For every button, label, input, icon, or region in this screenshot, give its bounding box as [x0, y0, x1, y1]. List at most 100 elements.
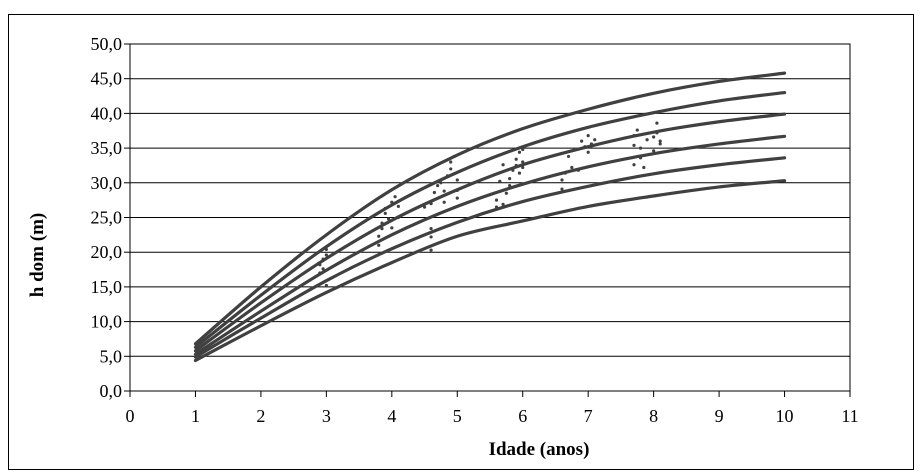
x-tick-label: 9: [715, 406, 724, 426]
site-index-curve-5: [193, 156, 787, 359]
observation-point: [393, 195, 397, 199]
observation-point: [638, 146, 643, 150]
y-tick-label: 45,0: [91, 69, 123, 89]
observation-point: [593, 138, 597, 142]
observation-point: [494, 198, 499, 202]
observation-point: [563, 171, 567, 175]
observation-point: [645, 138, 649, 142]
observation-point: [429, 227, 433, 231]
x-tick-label: 8: [649, 406, 658, 426]
observation-point: [494, 205, 499, 209]
observation-point: [511, 168, 515, 172]
y-axis-title: h dom (m): [27, 213, 48, 297]
y-tick-label: 30,0: [91, 173, 123, 193]
observation-point: [321, 257, 325, 261]
observation-point: [658, 139, 662, 143]
y-tick-label: 10,0: [91, 312, 123, 332]
observation-point: [429, 248, 433, 252]
x-tick-label: 3: [322, 406, 331, 426]
observation-point: [652, 135, 656, 139]
observation-point: [390, 200, 394, 204]
x-tick-label: 10: [776, 406, 794, 426]
observation-point: [449, 167, 453, 171]
observation-point: [501, 163, 505, 167]
observation-point: [638, 156, 643, 160]
observation-point: [566, 154, 571, 159]
observation-point: [508, 177, 512, 181]
observation-point: [589, 142, 594, 146]
observation-point: [560, 187, 564, 191]
observation-point: [570, 165, 574, 170]
y-tick-label: 35,0: [91, 138, 123, 158]
observation-point: [655, 131, 659, 135]
observation-point: [642, 165, 646, 170]
observation-point: [504, 191, 508, 195]
observed-points: [318, 121, 662, 288]
observation-point: [521, 160, 525, 164]
observation-point: [429, 235, 433, 239]
observation-point: [396, 215, 400, 220]
x-tick-label: 6: [518, 406, 527, 426]
observation-point: [324, 247, 328, 252]
y-tick-label: 50,0: [91, 34, 123, 54]
observation-point: [658, 142, 662, 146]
y-tick-label: 20,0: [91, 242, 123, 262]
site-index-curves: [193, 71, 787, 363]
observation-point: [455, 188, 459, 193]
x-tick-label: 0: [126, 406, 135, 426]
observation-point: [586, 150, 590, 154]
observation-point: [321, 267, 325, 271]
observation-point: [422, 205, 427, 209]
observation-point: [583, 145, 587, 149]
site-index-curve-6: [193, 179, 787, 363]
x-tick-label: 2: [256, 406, 265, 426]
observation-point: [436, 183, 440, 188]
y-tick-label: 15,0: [91, 277, 123, 297]
y-tick-label: 5,0: [100, 346, 123, 366]
observation-point: [390, 226, 394, 230]
observation-point: [514, 157, 518, 161]
site-index-curve-2: [193, 90, 787, 349]
x-tick-label: 11: [841, 406, 858, 426]
observation-point: [508, 183, 512, 188]
observation-point: [655, 121, 659, 125]
observation-point: [377, 234, 381, 238]
site-index-curve-3: [193, 112, 787, 353]
observation-point: [439, 181, 443, 185]
x-tick-label: 4: [387, 406, 396, 426]
observation-point: [514, 163, 518, 168]
observation-point: [521, 165, 525, 170]
observation-point: [449, 160, 453, 164]
observation-point: [632, 143, 636, 147]
observation-point: [429, 202, 433, 206]
observation-point: [386, 217, 391, 221]
observation-point: [652, 149, 656, 153]
y-tick-label: 25,0: [91, 208, 123, 228]
observation-point: [635, 128, 639, 132]
observation-point: [442, 200, 446, 204]
observation-point: [324, 283, 328, 288]
site-index-curve-4: [193, 134, 787, 356]
observation-point: [445, 174, 450, 178]
site-index-curve-1: [193, 71, 787, 346]
observation-point: [452, 154, 456, 159]
observation-point: [632, 134, 636, 138]
observation-point: [632, 163, 636, 167]
observation-point: [383, 206, 387, 211]
x-tick-label: 5: [453, 406, 462, 426]
observation-point: [442, 189, 446, 193]
observation-point: [580, 139, 584, 143]
x-tick-label: 7: [584, 406, 593, 426]
observation-point: [318, 271, 322, 275]
observation-point: [573, 147, 577, 152]
observation-point: [455, 196, 459, 200]
observation-point: [498, 179, 502, 184]
observation-point: [380, 221, 384, 225]
observation-point: [501, 202, 505, 206]
observation-point: [586, 134, 590, 138]
observation-point: [576, 168, 580, 172]
observation-point: [377, 243, 381, 247]
x-axis-title: Idade (anos): [489, 439, 590, 460]
observation-point: [432, 190, 436, 195]
